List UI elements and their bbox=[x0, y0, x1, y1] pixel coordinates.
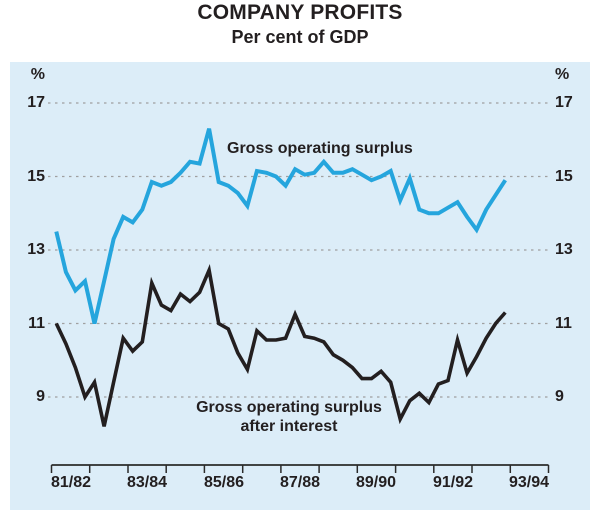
series-line-gross-operating-surplus bbox=[54, 128, 507, 324]
y-tick-label-right-13: 13 bbox=[555, 241, 573, 258]
x-tick-label-87-88: 87/88 bbox=[279, 474, 321, 491]
chart-subtitle: Per cent of GDP bbox=[231, 27, 369, 47]
plot-area-background bbox=[10, 62, 590, 510]
y-tick-label-left-15: 15 bbox=[27, 168, 45, 185]
y-tick-label-right-11: 11 bbox=[555, 315, 572, 332]
series-line-gross-operating-surplus-after-interest bbox=[54, 263, 507, 427]
y-tick-label-left-9: 9 bbox=[36, 388, 45, 405]
label-gross-operating-surplus-after-interest: Gross operating surplus after interest bbox=[148, 398, 430, 436]
y-tick-label-right-17: 17 bbox=[555, 94, 573, 111]
y-tick-label-right-15: 15 bbox=[555, 168, 573, 185]
label-gross-operating-surplus: Gross operating surplus bbox=[227, 140, 413, 157]
y-unit-right: % bbox=[555, 66, 570, 83]
y-tick-label-right-9: 9 bbox=[555, 388, 564, 405]
x-tick-label-93-94: 93/94 bbox=[508, 474, 550, 491]
label-after-interest-line-1: Gross operating surplus bbox=[196, 399, 382, 416]
x-tick-label-89-90: 89/90 bbox=[355, 474, 397, 491]
chart-title: COMPANY PROFITS bbox=[197, 1, 403, 24]
y-tick-label-left-13: 13 bbox=[27, 241, 45, 258]
label-after-interest-line-2: after interest bbox=[240, 418, 338, 435]
x-tick-label-81-82: 81/82 bbox=[50, 474, 92, 491]
x-tick-label-91-92: 91/92 bbox=[432, 474, 474, 491]
y-tick-label-left-17: 17 bbox=[27, 94, 45, 111]
y-tick-label-left-11: 11 bbox=[28, 315, 45, 332]
x-tick-label-83-84: 83/84 bbox=[126, 474, 168, 491]
x-tick-label-85-86: 85/86 bbox=[203, 474, 245, 491]
y-unit-left: % bbox=[30, 66, 45, 83]
